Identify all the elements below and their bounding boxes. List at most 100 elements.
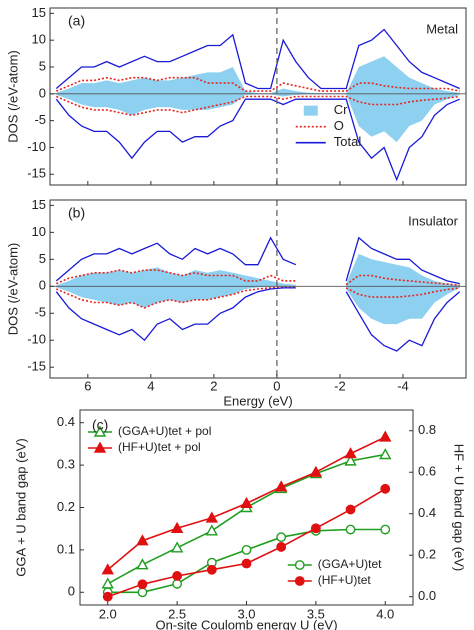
y-tick-label: 10 (32, 32, 46, 47)
cr-dos-area (56, 253, 460, 287)
panel-annotation: Metal (426, 21, 458, 36)
panel-annotation: Insulator (408, 213, 459, 228)
marker (170, 521, 184, 533)
y-axis-title: DOS (/eV-atom) (5, 50, 20, 142)
y2-tick-label: 0.4 (418, 505, 436, 520)
y2-axis-title: HF + U band gap (eV) (452, 444, 467, 572)
legend-label: Cr (334, 102, 348, 117)
legend-swatch (303, 105, 318, 116)
total-dos-line (55, 98, 460, 182)
marker (380, 524, 391, 535)
x-tick-label: -4 (397, 378, 409, 393)
y-tick-label: 15 (32, 197, 46, 212)
marker (136, 558, 149, 570)
total-dos-line (55, 236, 460, 285)
y-tick-label: 0.1 (57, 541, 75, 556)
legend-label: Total (334, 134, 362, 149)
y2-tick-label: 0.8 (418, 422, 436, 437)
marker (172, 578, 183, 589)
o-dos-line (55, 76, 460, 92)
cr-dos-area (56, 93, 460, 143)
y-tick-label: 5 (39, 58, 46, 73)
y2-tick-label: 0.2 (418, 547, 436, 562)
marker (240, 496, 253, 509)
marker (380, 483, 391, 494)
panel-label: (a) (68, 13, 85, 29)
y-tick-label: 0.4 (57, 414, 75, 429)
o-dos-line (55, 286, 460, 309)
legend-marker (294, 560, 305, 570)
cr-dos-area (56, 56, 460, 94)
x-axis-title: On-site Coulomb energy U (eV) (155, 617, 337, 630)
x-axis-title: Energy (eV) (223, 393, 292, 408)
y-tick-label: 0.3 (57, 457, 75, 472)
y2-tick-label: 0.0 (418, 588, 436, 603)
o-dos-line (55, 269, 460, 286)
x-tick-label: 4.0 (376, 606, 394, 621)
marker (241, 558, 252, 569)
cr-dos-area (56, 286, 460, 325)
y-tick-label: -5 (34, 305, 46, 320)
o-dos-line (55, 95, 460, 117)
y-tick-label: 5 (39, 251, 46, 266)
legend-label: O (334, 118, 344, 133)
legend-marker (93, 425, 107, 437)
marker (345, 504, 356, 515)
x-tick-label: 2.5 (168, 606, 186, 621)
marker (344, 454, 357, 466)
x-tick-label: 2.0 (99, 606, 117, 621)
marker (206, 564, 217, 575)
y-tick-label: -10 (27, 139, 46, 154)
y-tick-label: -15 (27, 359, 46, 374)
marker (276, 532, 287, 543)
marker (276, 542, 287, 552)
legend-label: (GGA+U)tet (318, 557, 382, 571)
y-tick-label: 0 (68, 584, 75, 599)
marker (102, 591, 113, 602)
y-tick-label: 10 (32, 224, 46, 239)
marker (170, 541, 184, 553)
marker (136, 534, 149, 546)
marker (309, 465, 323, 477)
y-tick-label: -10 (27, 332, 46, 347)
total-dos-line (55, 28, 460, 90)
y-axis-title: GGA + U band gap (eV) (13, 438, 28, 576)
marker (310, 523, 321, 534)
total-dos-line (55, 287, 461, 352)
marker (344, 447, 357, 459)
marker (172, 571, 183, 581)
marker (101, 563, 114, 575)
x-tick-label: -2 (334, 378, 346, 393)
marker (137, 587, 148, 598)
legend-label: (HF+U)tet + pol (118, 440, 201, 454)
y-tick-label: 0 (39, 85, 46, 100)
marker (101, 577, 114, 589)
legend-label: (HF+U)tet (318, 573, 372, 587)
legend-marker (294, 576, 305, 586)
panel-label: (b) (68, 205, 85, 221)
marker (205, 524, 219, 536)
y2-tick-label: 0.6 (418, 464, 436, 479)
x-tick-label: 3.5 (307, 606, 325, 621)
legend-marker (93, 441, 107, 453)
x-tick-label: 4 (147, 378, 154, 393)
plot-frame (49, 199, 467, 379)
marker (274, 480, 288, 492)
x-tick-label: 0 (273, 378, 280, 393)
y-tick-label: -15 (27, 166, 46, 181)
y-tick-label: 15 (32, 5, 46, 20)
y-tick-label: 0.2 (57, 499, 75, 514)
marker (345, 524, 356, 535)
marker (379, 430, 392, 442)
panel-label: (c) (92, 417, 108, 433)
plot-frame (49, 7, 467, 186)
y-axis-title: DOS (/eV-atom) (5, 243, 20, 335)
marker (379, 448, 392, 460)
y-tick-label: 0 (39, 278, 46, 293)
marker (137, 579, 148, 590)
x-tick-label: 6 (84, 378, 91, 393)
x-tick-label: 2 (210, 378, 217, 393)
marker (205, 511, 219, 523)
